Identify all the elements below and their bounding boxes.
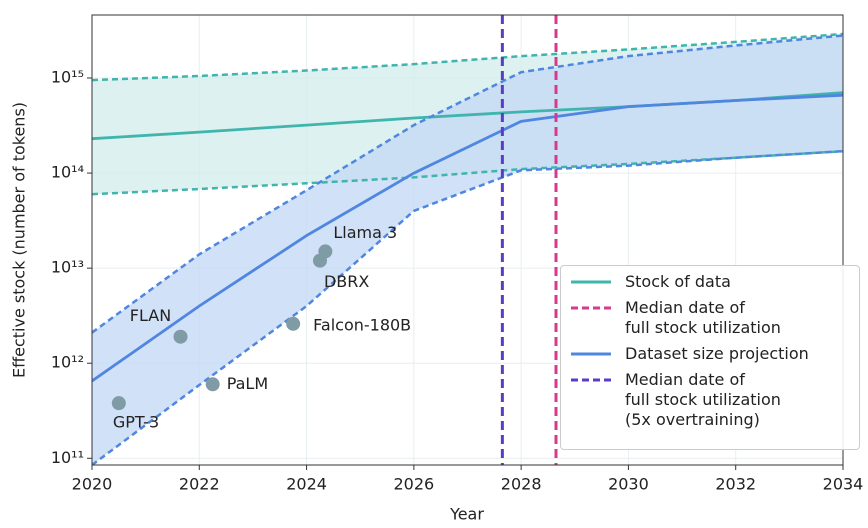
band (92, 35, 843, 465)
x-tick-label: 2022 (179, 475, 220, 494)
model-point (205, 377, 220, 392)
legend-label: Dataset size projection (625, 344, 809, 363)
band-edge (92, 149, 843, 465)
point-label: Falcon-180B (313, 315, 411, 334)
x-tick-label: 2024 (286, 475, 327, 494)
point-label: DBRX (324, 272, 369, 291)
legend-label: Median date of full stock utilization (625, 298, 781, 337)
legend-entry: Median date of full stock utilization (569, 298, 851, 338)
legend: Stock of data Median date of full stock u… (560, 265, 860, 450)
model-point (173, 329, 188, 344)
plot (92, 32, 843, 465)
legend-entry: Median date of full stock utilization (5… (569, 370, 851, 430)
legend-swatch (571, 306, 611, 310)
legend-entry: Stock of data (569, 272, 851, 292)
y-tick-label: 10¹³ (51, 258, 84, 277)
x-tick-label: 2026 (393, 475, 434, 494)
point-label: GPT-3 (113, 413, 159, 432)
plot-frame (91, 14, 844, 466)
model-point (318, 244, 333, 259)
legend-swatch (571, 352, 611, 356)
x-tick-label: 2020 (72, 475, 113, 494)
legend-label: Stock of data (625, 272, 731, 291)
x-tick-label: 2028 (501, 475, 542, 494)
point-label: Llama 3 (333, 223, 397, 242)
y-tick-label: 10¹² (51, 353, 84, 372)
y-tick-label: 10¹⁴ (51, 163, 84, 182)
point-label: PaLM (227, 374, 268, 393)
band-edge (92, 32, 843, 82)
legend-swatch (571, 378, 611, 382)
band-edge (92, 34, 843, 334)
band-edge (92, 149, 843, 196)
line (92, 93, 843, 383)
model-point (111, 396, 126, 411)
x-axis-label: Year (449, 505, 484, 524)
y-axis-label: Effective stock (number of tokens) (10, 102, 29, 378)
model-point (286, 316, 301, 331)
y-tick-label: 10¹⁵ (51, 68, 84, 87)
legend-label: Median date of full stock utilization (5… (625, 370, 781, 429)
legend-swatch (571, 280, 611, 284)
x-tick-label: 2030 (608, 475, 649, 494)
x-tick-label: 2032 (715, 475, 756, 494)
x-tick-label: 2034 (823, 475, 864, 494)
point-label: FLAN (130, 306, 171, 325)
y-tick-label: 10¹¹ (51, 448, 84, 467)
legend-entry: Dataset size projection (569, 344, 851, 364)
